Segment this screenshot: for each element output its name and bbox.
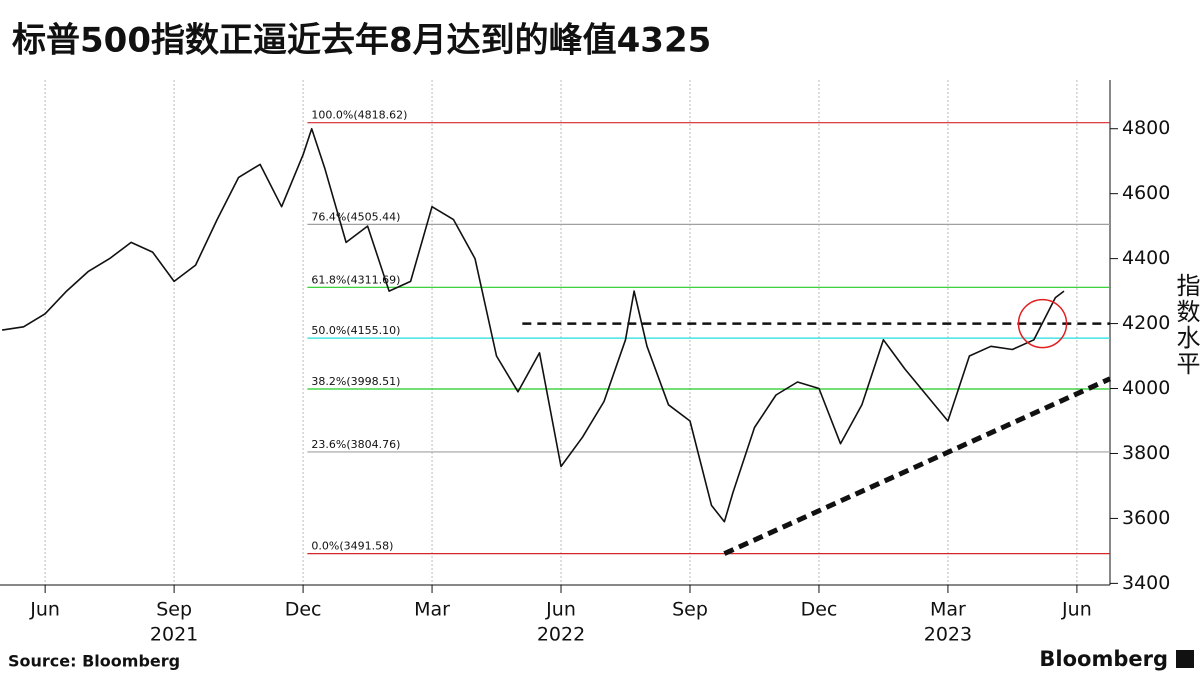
y-tick-label: 3800 [1122,442,1170,464]
fib-label: 50.0%(4155.10) [311,324,400,337]
x-tick-label: Dec [801,599,838,621]
source: Source: Bloomberg [8,652,180,671]
brand-icon [1176,650,1194,668]
y-tick-label: 4800 [1122,117,1170,139]
y-tick-label: 3600 [1122,507,1170,529]
fib-label: 100.0%(4818.62) [311,109,407,122]
x-tick-label: Sep [156,599,192,621]
y-tick-label: 4400 [1122,247,1170,269]
x-tick-label: Sep [672,599,708,621]
x-tick-label: Mar [414,599,450,621]
brand: Bloomberg [1039,647,1168,671]
y-tick-label: 3400 [1122,572,1170,594]
year-label: 2021 [150,624,198,646]
highlight-circle [1017,298,1068,349]
x-tick-label: Mar [930,599,966,621]
x-tick-label: Dec [285,599,322,621]
fib-label: 38.2%(3998.51) [311,375,400,388]
price-line [1,127,1065,523]
x-tick-label: Jun [545,599,576,621]
fib-label: 0.0%(3491.58) [311,540,393,553]
year-label: 2022 [537,624,585,646]
fib-label: 23.6%(3804.76) [311,438,400,451]
year-label: 2023 [924,624,972,646]
chart-title: 标普500指数正逼近去年8月达到的峰值4325 [12,21,711,61]
trend-line [723,376,1112,556]
fib-label: 61.8%(4311.69) [311,273,400,286]
y-tick-label: 4600 [1122,182,1170,204]
y-tick-label: 4000 [1122,377,1170,399]
x-tick-label: Jun [29,599,60,621]
y-tick-label: 4200 [1122,312,1170,334]
y-axis-label: 指数水平 [1172,273,1200,377]
x-tick-label: Jun [1061,599,1092,621]
fib-label: 76.4%(4505.44) [311,210,400,223]
